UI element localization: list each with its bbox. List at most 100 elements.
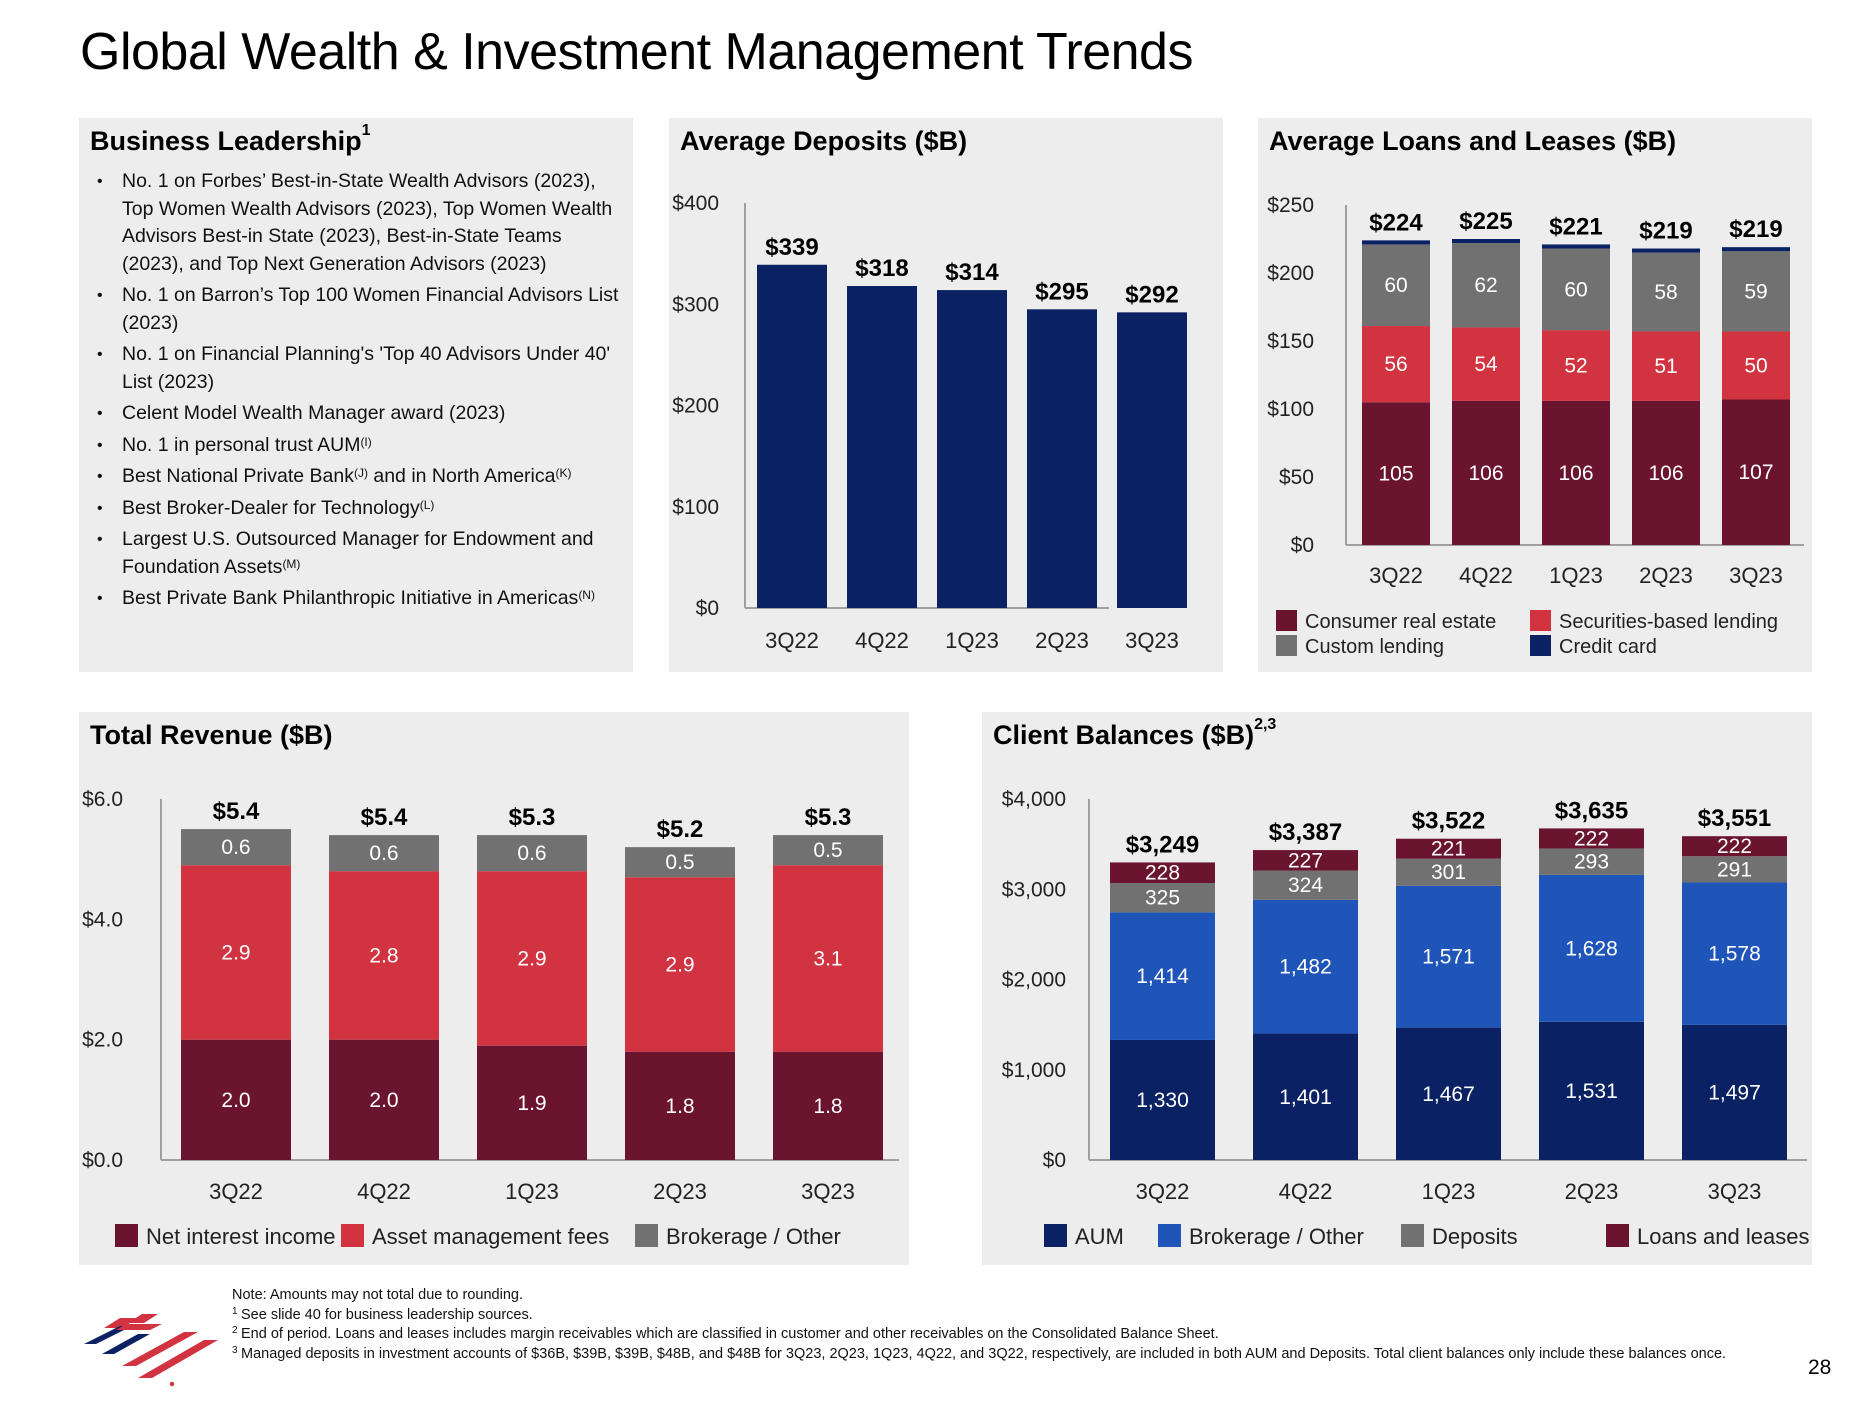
x-tick-label: 4Q22 bbox=[1279, 1179, 1333, 1204]
bar-segment-securities-based-lending bbox=[1722, 331, 1790, 400]
bar-segment-custom-lending bbox=[1542, 248, 1610, 331]
client-balances-panel: Client Balances ($B)2,3 $0 $1,000 $2,000 $3… bbox=[982, 712, 1812, 1265]
segment-value-label: 50 bbox=[1744, 354, 1767, 377]
leadership-item: No. 1 on Financial Planning's 'Top 40 Ad… bbox=[97, 341, 622, 396]
segment-value-label: 1.8 bbox=[665, 1095, 694, 1118]
y-tick-label: $300 bbox=[672, 293, 719, 316]
bar-segment-loans-and-leases bbox=[1110, 862, 1215, 884]
legend-label: Deposits bbox=[1432, 1224, 1518, 1249]
y-tick-label: $4,000 bbox=[1002, 788, 1066, 811]
segment-value-label: 293 bbox=[1574, 851, 1609, 874]
segment-value-label: 0.6 bbox=[517, 842, 546, 865]
total-revenue-chart: $0.0 $2.0 $4.0 $6.0 2.0 2.9 0.6 $5.4 3Q22 2.0 2.8 0… bbox=[82, 788, 899, 1249]
segment-value-label: 51 bbox=[1654, 355, 1677, 378]
bar-segment-asset-management-fees bbox=[329, 871, 439, 1040]
x-tick-label: 3Q23 bbox=[1708, 1179, 1762, 1204]
segment-value-label: 221 bbox=[1431, 838, 1466, 861]
bar-segment-securities-based-lending bbox=[1542, 330, 1610, 401]
segment-value-label: 106 bbox=[1648, 462, 1683, 485]
source-ref: (M) bbox=[282, 556, 301, 571]
segment-value-label: 2.9 bbox=[517, 947, 546, 970]
bar-segment-asset-management-fees bbox=[773, 865, 883, 1052]
legend-swatch bbox=[1158, 1224, 1181, 1247]
legend-swatch bbox=[1276, 610, 1297, 631]
x-tick-label: 4Q22 bbox=[855, 628, 909, 653]
bar-total-label: $295 bbox=[1035, 278, 1088, 305]
leadership-item: No. 1 in personal trust AUM(I) bbox=[97, 432, 622, 460]
bar-segment-aum bbox=[1396, 1027, 1501, 1160]
bar-segment-consumer-real-estate bbox=[1632, 400, 1700, 545]
bar-segment-brokerage-other bbox=[1539, 874, 1644, 1022]
bar-total-label: $292 bbox=[1125, 281, 1178, 308]
y-tick-label: $2,000 bbox=[1002, 969, 1066, 992]
business-leadership-title-text: Business Leadership bbox=[90, 126, 362, 156]
segment-value-label: 0.6 bbox=[369, 842, 398, 865]
total-revenue-title: Total Revenue ($B) bbox=[90, 720, 333, 750]
bar-segment-brokerage-other bbox=[477, 835, 587, 872]
legend-label: AUM bbox=[1075, 1224, 1124, 1249]
bar-segment-net-interest-income bbox=[625, 1051, 735, 1160]
bar-segment-brokerage-other bbox=[1110, 912, 1215, 1040]
bar-total-label: $3,635 bbox=[1555, 797, 1628, 824]
x-tick-label: 3Q22 bbox=[1136, 1179, 1190, 1204]
legend-label: Securities-based lending bbox=[1559, 611, 1778, 633]
footnote-3: 3 Managed deposits in investment accounts… bbox=[232, 1345, 1776, 1365]
y-tick-label: $200 bbox=[1267, 262, 1314, 285]
footnote-ref: 2,3 bbox=[1254, 716, 1277, 733]
segment-value-label: 58 bbox=[1654, 281, 1677, 304]
segment-value-label: 1.9 bbox=[517, 1092, 546, 1115]
bar-total-label: $3,249 bbox=[1126, 831, 1199, 858]
bar-segment-deposits bbox=[1110, 883, 1215, 913]
y-tick-label: $2.0 bbox=[82, 1029, 123, 1052]
segment-value-label: 62 bbox=[1474, 274, 1497, 297]
client-balances-title-text: Client Balances ($B) bbox=[993, 720, 1255, 750]
legend-swatch bbox=[635, 1224, 658, 1247]
leadership-item-text: No. 1 in personal trust AUM bbox=[122, 433, 361, 456]
legend-swatch bbox=[1276, 635, 1297, 656]
y-tick-label: $250 bbox=[1267, 194, 1314, 217]
average-loans-panel: Average Loans and Leases ($B) $0 $50 $100 $… bbox=[1258, 118, 1812, 672]
page-number: 28 bbox=[1808, 1356, 1832, 1379]
bar-total-label: $318 bbox=[855, 255, 908, 282]
segment-value-label: 1,401 bbox=[1279, 1086, 1332, 1109]
legend-swatch bbox=[1401, 1224, 1424, 1247]
bar-segment-securities-based-lending bbox=[1362, 326, 1430, 403]
page-title: Global Wealth & Investment Management Tr… bbox=[80, 23, 1193, 81]
y-tick-label: $150 bbox=[1267, 330, 1314, 353]
segment-value-label: 1,482 bbox=[1279, 956, 1332, 979]
average-deposits-panel: Average Deposits ($B) $0 $100 $200 $300 $400… bbox=[669, 118, 1223, 672]
leadership-item-text: Best Broker-Dealer for Technology bbox=[122, 496, 420, 519]
segment-value-label: 227 bbox=[1288, 849, 1323, 872]
bar-segment-aum bbox=[1110, 1039, 1215, 1160]
x-tick-label: 3Q23 bbox=[1729, 563, 1783, 588]
bar-total-label: $314 bbox=[945, 259, 999, 286]
bar-segment-credit-card bbox=[1362, 240, 1430, 245]
x-tick-label: 2Q23 bbox=[1035, 628, 1089, 653]
bar-total-label: $3,387 bbox=[1269, 819, 1342, 846]
bar-segment-deposits bbox=[1539, 848, 1644, 875]
legend-swatch bbox=[341, 1224, 364, 1247]
bar-segment-deposits bbox=[1682, 856, 1787, 883]
segment-value-label: 2.0 bbox=[221, 1089, 250, 1112]
footnote-ref: 1 bbox=[361, 122, 371, 139]
bar-total-label: $3,522 bbox=[1412, 808, 1485, 835]
segment-value-label: 1,571 bbox=[1422, 946, 1475, 969]
segment-value-label: 59 bbox=[1744, 280, 1767, 303]
x-tick-label: 1Q23 bbox=[1422, 1179, 1476, 1204]
source-ref: (L) bbox=[419, 497, 435, 512]
segment-value-label: 1,414 bbox=[1136, 965, 1189, 988]
leadership-item: Best Private Bank Philanthropic Initiati… bbox=[97, 585, 622, 613]
bar-segment-credit-card bbox=[1542, 244, 1610, 249]
footnote-number: 3 bbox=[232, 1344, 238, 1356]
segment-value-label: 60 bbox=[1384, 274, 1407, 297]
segment-value-label: 0.5 bbox=[813, 839, 842, 862]
segment-value-label: 105 bbox=[1378, 463, 1413, 486]
bar-segment-loans-and-leases bbox=[1539, 828, 1644, 849]
legend-swatch bbox=[1606, 1224, 1629, 1247]
client-balances-title: Client Balances ($B)2,3 bbox=[993, 716, 1276, 751]
segment-value-label: 228 bbox=[1145, 862, 1180, 885]
segment-value-label: 1.8 bbox=[813, 1095, 842, 1118]
segment-value-label: 56 bbox=[1384, 353, 1407, 376]
bar-total-label: $339 bbox=[765, 234, 818, 261]
bar-segment-brokerage-other bbox=[1253, 899, 1358, 1034]
